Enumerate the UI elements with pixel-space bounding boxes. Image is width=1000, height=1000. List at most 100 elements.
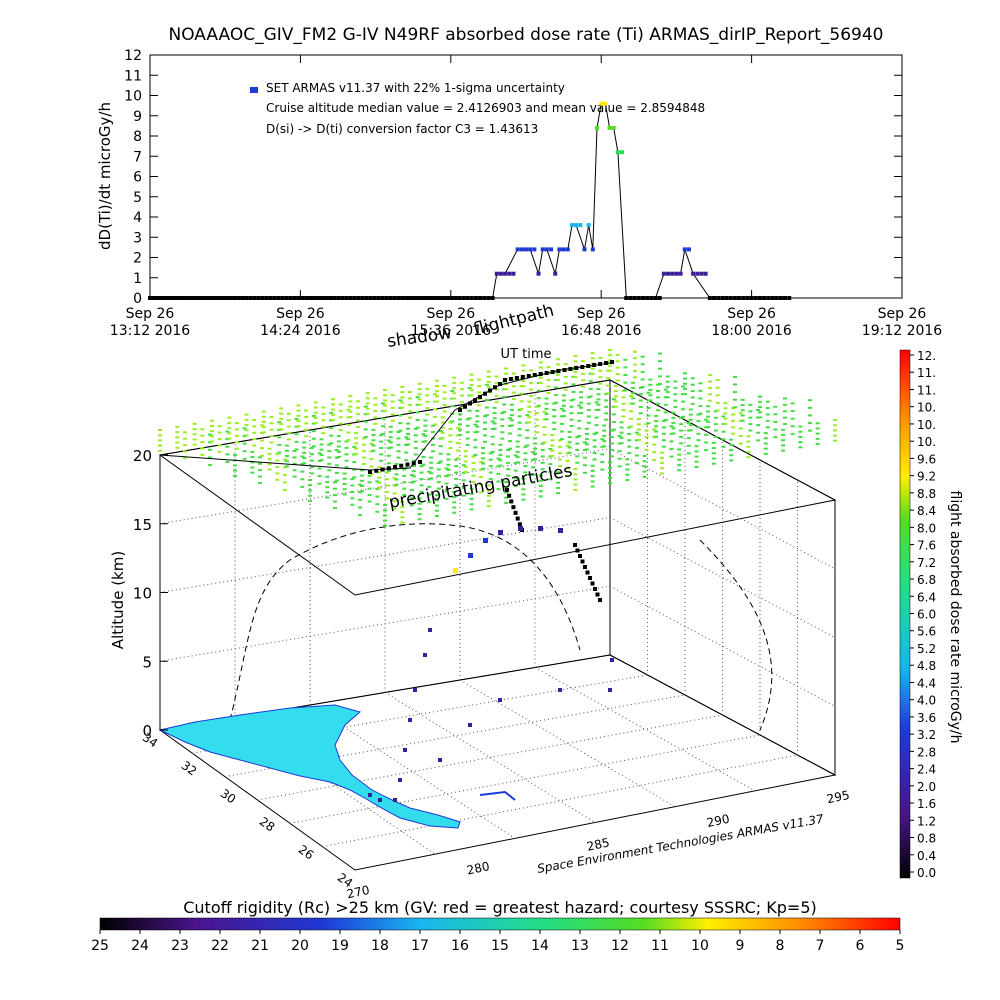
particle-mark xyxy=(481,452,486,455)
particle-mark xyxy=(419,490,424,493)
colorbar-right-tick-label: 11. xyxy=(917,383,936,397)
particle-mark xyxy=(415,426,420,429)
particle-mark xyxy=(404,459,409,462)
data-point xyxy=(565,247,570,252)
particle-mark xyxy=(665,396,670,399)
particle-mark xyxy=(311,445,316,448)
particle-mark xyxy=(723,402,728,405)
flight-point xyxy=(585,570,590,575)
particle-mark xyxy=(511,385,516,388)
particle-mark xyxy=(371,439,376,442)
particle-mark xyxy=(321,419,326,422)
altitude-grid-line xyxy=(609,448,836,570)
particle-mark xyxy=(208,456,212,459)
data-point xyxy=(712,296,716,300)
particle-mark xyxy=(208,464,212,467)
flight-point xyxy=(586,364,591,368)
altitude-grid-line xyxy=(609,585,836,707)
colorbar-right-tick-label: 7.2 xyxy=(917,556,936,570)
particle-mark xyxy=(504,383,509,386)
particle-mark xyxy=(396,437,401,440)
flight-point xyxy=(513,510,518,515)
colorbar-right-tick-label: 4.4 xyxy=(917,676,936,690)
data-point xyxy=(774,296,779,300)
particle-mark xyxy=(679,423,684,426)
particle-mark xyxy=(658,367,662,370)
flight-point-low xyxy=(408,718,412,722)
particle-mark xyxy=(406,438,411,441)
data-point xyxy=(433,296,438,300)
particle-mark xyxy=(517,415,522,418)
particle-mark xyxy=(556,476,561,479)
lon-tick-label: 285 xyxy=(586,835,611,853)
particle-mark xyxy=(438,460,443,463)
z-tick-label: 0 xyxy=(142,722,152,740)
particle-mark xyxy=(627,426,632,429)
particle-mark xyxy=(665,375,670,378)
particle-mark xyxy=(300,470,305,473)
particle-mark xyxy=(673,386,678,389)
particle-mark xyxy=(327,462,332,465)
particle-mark xyxy=(683,387,687,390)
particle-mark xyxy=(469,492,474,495)
particle-mark xyxy=(783,410,787,413)
particle-mark xyxy=(475,415,480,418)
data-point xyxy=(569,223,574,228)
particle-mark xyxy=(277,436,282,439)
particle-mark xyxy=(417,518,422,521)
particle-mark xyxy=(386,439,391,442)
particle-mark xyxy=(608,471,612,474)
flight-point xyxy=(386,466,391,471)
particle-mark xyxy=(686,421,691,424)
particle-mark xyxy=(677,469,682,472)
particle-mark xyxy=(586,409,591,412)
data-point xyxy=(352,296,357,300)
dose-rate-colorbar: 12.11.11.10.10.10.9.69.28.88.48.07.67.26… xyxy=(899,349,963,880)
particle-mark xyxy=(565,475,570,478)
particle-mark xyxy=(623,381,628,384)
particle-mark xyxy=(400,391,405,394)
particle-mark xyxy=(604,399,609,402)
particle-mark xyxy=(452,506,457,509)
particle-mark xyxy=(275,478,280,481)
particle-mark xyxy=(459,400,464,403)
data-point xyxy=(732,296,737,300)
particle-mark xyxy=(463,470,468,473)
particle-mark xyxy=(409,489,414,492)
particle-mark xyxy=(452,511,457,514)
data-point xyxy=(770,296,775,300)
data-point xyxy=(599,101,604,106)
flight-point xyxy=(411,461,416,466)
particle-mark xyxy=(348,415,353,418)
particle-mark xyxy=(634,454,639,457)
particle-mark xyxy=(390,394,395,397)
particle-mark xyxy=(571,398,576,401)
particle-mark xyxy=(415,411,420,414)
particle-mark xyxy=(602,440,607,443)
particle-mark xyxy=(571,383,576,386)
particle-mark xyxy=(663,403,668,406)
particle-mark xyxy=(227,427,232,430)
particle-mark xyxy=(483,421,487,424)
particle-mark xyxy=(398,414,403,417)
particle-mark xyxy=(521,364,526,367)
particle-mark xyxy=(467,417,472,420)
particle-mark xyxy=(633,369,637,372)
particle-mark xyxy=(565,459,570,462)
flight-point xyxy=(595,592,600,597)
particle-mark xyxy=(348,405,353,408)
particle-mark xyxy=(404,436,409,439)
particle-mark xyxy=(331,419,336,422)
particle-mark xyxy=(550,439,555,442)
particle-mark xyxy=(659,451,664,454)
particle-mark xyxy=(538,479,543,482)
particle-mark xyxy=(309,466,314,469)
particle-mark xyxy=(477,391,482,394)
altitude-grid-line xyxy=(159,517,611,593)
data-point xyxy=(524,247,528,252)
particle-mark xyxy=(492,417,497,420)
timeseries-y-label: dD(Ti)/dt microGy/h xyxy=(96,102,114,250)
particle-mark xyxy=(490,450,495,453)
particle-mark xyxy=(390,413,395,416)
particle-mark xyxy=(383,504,387,506)
